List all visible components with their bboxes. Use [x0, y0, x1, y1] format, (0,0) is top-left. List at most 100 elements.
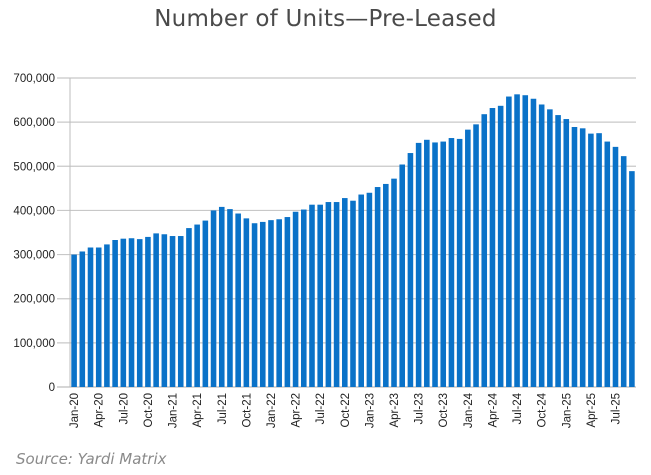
bar-Apr-23: [391, 178, 397, 387]
x-tick-label: Jan-25: [561, 393, 573, 428]
bar-Mar-25: [579, 128, 586, 387]
bar-Aug-22: [325, 202, 332, 387]
bar-Mar-22: [284, 217, 291, 387]
bar-May-23: [399, 164, 406, 387]
bar-Jan-22: [268, 220, 274, 387]
y-tick-label: 0: [49, 382, 55, 394]
x-tick-label: Jan-23: [364, 393, 376, 428]
x-tick-label: Apr-20: [94, 393, 106, 428]
bar-Nov-24: [547, 109, 553, 387]
bar-Jul-20: [120, 238, 127, 387]
bar-Jul-22: [317, 204, 323, 387]
bar-Jun-21: [210, 210, 217, 387]
x-tick-label: Oct-24: [537, 392, 549, 427]
chart-title: Number of Units—Pre-Leased: [154, 6, 497, 32]
bar-Jul-25: [612, 146, 619, 387]
bar-Apr-22: [292, 211, 299, 387]
y-tick-label: 200,000: [13, 294, 55, 306]
bar-Dec-22: [358, 194, 364, 387]
bar-Jun-24: [506, 96, 512, 387]
bar-Oct-23: [440, 141, 447, 387]
bar-Nov-22: [350, 200, 356, 387]
bar-Apr-25: [588, 133, 594, 387]
bar-May-20: [104, 244, 110, 387]
bar-Apr-21: [194, 224, 200, 387]
bar-Jul-21: [218, 206, 225, 387]
bar-Dec-24: [555, 115, 561, 387]
bar-Jul-24: [514, 94, 520, 387]
bar-Dec-20: [161, 234, 168, 387]
bar-Mar-23: [383, 183, 389, 387]
bar-Sep-21: [235, 213, 241, 387]
bar-Oct-21: [243, 218, 250, 387]
y-tick-label: 100,000: [13, 338, 55, 350]
bar-Apr-24: [489, 108, 496, 387]
bar-Feb-21: [177, 236, 184, 387]
bar-Sep-22: [333, 202, 340, 387]
bar-Feb-25: [571, 126, 578, 388]
bar-Apr-20: [95, 247, 102, 387]
y-tick-label: 300,000: [13, 250, 55, 262]
bar-Aug-20: [128, 238, 135, 387]
bar-Nov-21: [251, 223, 258, 387]
bar-Sep-25: [629, 171, 635, 387]
bar-Aug-21: [227, 209, 233, 387]
x-tick-label: Jul-23: [414, 393, 426, 424]
bar-Dec-23: [456, 138, 463, 387]
bar-Sep-24: [530, 98, 537, 388]
x-tick-label: Jul-22: [315, 393, 327, 424]
bar-May-21: [202, 220, 209, 387]
x-tick-label: Jan-24: [463, 392, 475, 428]
bar-Aug-25: [620, 156, 627, 387]
bar-Nov-23: [448, 138, 455, 387]
x-tick-label: Apr-24: [487, 392, 499, 427]
bar-May-25: [596, 133, 602, 387]
x-tick-label: Apr-25: [586, 393, 598, 428]
bar-Mar-24: [481, 114, 488, 387]
bar-Mar-21: [186, 228, 192, 387]
bar-Feb-20: [79, 251, 86, 387]
bar-Mar-20: [87, 247, 94, 387]
x-tick-label: Apr-22: [291, 393, 303, 428]
x-tick-label: Jul-21: [217, 393, 229, 424]
bar-Oct-22: [342, 198, 348, 387]
bar-Sep-23: [432, 142, 438, 387]
bar-Jun-20: [112, 240, 118, 387]
x-tick-label: Oct-20: [143, 393, 155, 428]
bar-Feb-24: [473, 124, 479, 387]
y-tick-label: 700,000: [13, 73, 55, 85]
bar-Sep-20: [136, 239, 143, 387]
x-tick-label: Jul-20: [118, 393, 130, 424]
bar-Jan-23: [366, 192, 373, 387]
bar-Nov-20: [153, 233, 159, 387]
bar-Aug-24: [522, 95, 529, 388]
x-tick-label: Oct-23: [438, 393, 450, 428]
bar-Jun-23: [407, 153, 414, 387]
x-tick-label: Apr-21: [192, 393, 204, 428]
x-tick-label: Jan-20: [69, 393, 81, 428]
bar-May-24: [497, 105, 504, 387]
bar-Jan-25: [563, 119, 570, 387]
x-tick-label: Oct-22: [340, 393, 352, 428]
x-tick-label: Oct-21: [241, 393, 253, 428]
bar-Dec-21: [259, 221, 266, 387]
x-tick-label: Jul-24: [512, 392, 524, 424]
bar-Jan-20: [71, 254, 77, 387]
x-tick-label: Apr-23: [389, 393, 401, 428]
bar-Oct-24: [538, 104, 545, 387]
bar-May-22: [300, 209, 307, 387]
bar-Feb-23: [374, 187, 381, 387]
x-tick-label: Jul-25: [610, 393, 622, 424]
bar-Jun-25: [604, 141, 611, 387]
y-tick-label: 500,000: [13, 161, 55, 173]
bar-Jan-21: [169, 236, 176, 387]
bar-Feb-22: [276, 219, 282, 387]
bar-Aug-23: [424, 139, 430, 387]
x-tick-label: Jan-21: [168, 393, 180, 428]
bar-Oct-20: [145, 236, 151, 387]
source-note: Source: Yardi Matrix: [16, 450, 167, 468]
y-tick-label: 400,000: [13, 205, 55, 217]
bar-Jan-24: [465, 129, 471, 387]
x-tick-label: Jan-22: [266, 393, 278, 428]
